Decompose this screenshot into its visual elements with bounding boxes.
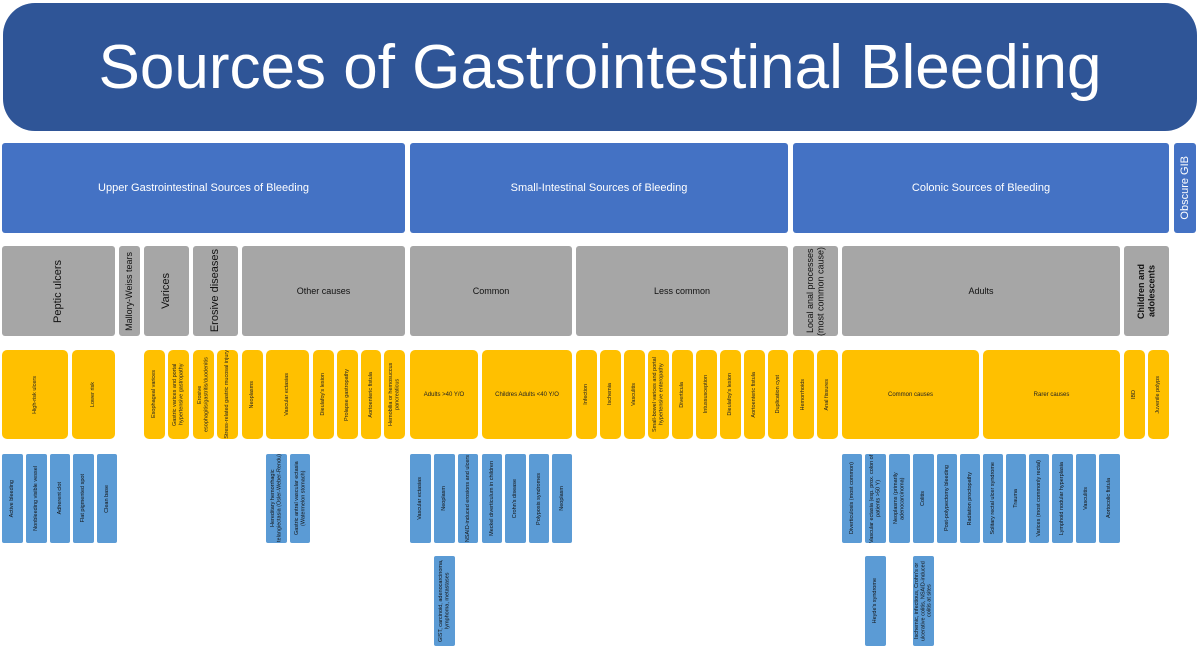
cat-esophageal-varices: Esophageal varices (144, 350, 165, 439)
group-other-causes: Other causes (242, 246, 405, 336)
item-nsaid-erosions: NSAID-induced erosions and ulcers (458, 454, 478, 543)
cat-small-bowel-varices: Small-bowel varices and portal hypertens… (648, 350, 669, 439)
cat-ischemia: Ischemia (600, 350, 621, 439)
item-adherent-clot: Adherent clot (50, 454, 70, 543)
cat-rarer-causes: Rarer causes (983, 350, 1120, 439)
item-polyposis-syndromes: Polyposis syndromes (529, 454, 549, 543)
item-heydes-syndrome: Heyde's syndrome (865, 556, 886, 646)
group-less-common: Less common (576, 246, 788, 336)
item-post-polypectomy: Post-polypectomy bleeding (937, 454, 957, 543)
group-common: Common (410, 246, 572, 336)
item-gist-carcinoid: GIST, carcinoid, adenocarcinoma, lymphom… (434, 556, 455, 646)
section-upper: Upper Gastrointestinal Sources of Bleedi… (2, 143, 405, 233)
cat-prolapse-gastropathy: Prolapse gastropathy (337, 350, 358, 439)
item-vascular-ectasia-colon: Vascular ectasia (esp. prox. colon of pa… (865, 454, 886, 543)
item-vascular-ectasias-small: Vascular ectasias (410, 454, 431, 543)
item-hht: Hereditary hemorrhagic telangiectasia (O… (266, 454, 287, 543)
item-diverticulosis: Diverticulosis (most common) (842, 454, 862, 543)
cat-aortoenteric-small: Aortoenteric fistula (744, 350, 765, 439)
item-solitary-rectal-ulcer: Solitary rectal ulcer syndrome (983, 454, 1003, 543)
group-adults: Adults (842, 246, 1120, 336)
item-nonbleeding-vessel: Nonbleeding visible vessel (26, 454, 47, 543)
cat-anal-fissures: Anal fissures (817, 350, 838, 439)
cat-stress-related: Stress-related gastric mucosal injury (217, 350, 238, 439)
group-mallory-weiss: Mallory-Weiss tears (119, 246, 140, 336)
cat-infection: Infection (576, 350, 597, 439)
item-active-bleeding: Active bleeding (2, 454, 23, 543)
item-varices-rectal: Varices (most commonly rectal) (1029, 454, 1049, 543)
item-gave: Gastric antral vascular ectasia (Waterme… (290, 454, 310, 543)
cat-hemorrhoids: Hemorrhoids (793, 350, 814, 439)
cat-gastric-varices: Gastric varices and portal hypertensive … (168, 350, 189, 439)
cat-aortoenteric-upper: Aortoenteric fistula (361, 350, 381, 439)
item-flat-pigmented-spot: Flat pigmented spot (73, 454, 94, 543)
section-colonic: Colonic Sources of Bleeding (793, 143, 1169, 233)
cat-adults-over-40: Adults >40 Y/O (410, 350, 478, 439)
item-vasculitis-colon: Vasculitis (1076, 454, 1096, 543)
cat-dieulafoy-small: Dieulafoy's lesion (720, 350, 741, 439)
cat-neoplasms: Neoplasms (242, 350, 263, 439)
group-peptic-ulcers: Peptic ulcers (2, 246, 115, 336)
group-children: Children and adolescents (1124, 246, 1169, 336)
cat-juvenile-polyps: Juvenile polyps (1148, 350, 1169, 439)
cat-diverticula: Diverticula (672, 350, 693, 439)
item-neoplasms-adenocarcinoma: Neoplasms (primarily adenocarcinoma) (889, 454, 910, 543)
group-varices: Varices (144, 246, 189, 336)
item-trauma: Trauma (1006, 454, 1026, 543)
group-erosive-diseases: Erosive diseases (193, 246, 238, 336)
item-colitis-types: Ischemic, infectious, Crohn's or ulcerat… (913, 556, 934, 646)
item-aortocolic-fistula: Aortocolic fistula (1099, 454, 1120, 543)
cat-children-adults-under-40: Childres Adults <40 Y/O (482, 350, 572, 439)
item-radiation-proctopathy: Radiation proctopathy (960, 454, 980, 543)
item-meckel-diverticulum: Meckel diverticulum in children (482, 454, 502, 543)
item-neoplasm-2: Neoplasm (552, 454, 572, 543)
cat-lower-risk: Lower risk (72, 350, 115, 439)
cat-vasculitis: Vasculitis (624, 350, 645, 439)
section-small-intestinal: Small-Intestinal Sources of Bleeding (410, 143, 788, 233)
cat-duplication-cyst: Duplication cyst (768, 350, 788, 439)
item-neoplasm: Neoplasm (434, 454, 455, 543)
cat-ibd: IBD (1124, 350, 1145, 439)
page-title: Sources of Gastrointestinal Bleeding (3, 3, 1197, 131)
cat-intussusception: Intussusception (696, 350, 717, 439)
group-local-anal: Local anal processes (most common cause) (793, 246, 838, 336)
cat-vascular-ectasias: Vascular ectasias (266, 350, 309, 439)
item-lymphoid-hyperplasia: Lymphoid nodular hyperplasia (1052, 454, 1073, 543)
cat-hemobilia: Hemobilia or hemosuccus pancreaticus (384, 350, 405, 439)
item-colitis: Colitis (913, 454, 934, 543)
cat-dieulafoy-upper: Dieulafoy's lesion (313, 350, 334, 439)
item-crohns-disease: Crohn's disease (505, 454, 526, 543)
cat-high-risk-ulcers: High-risk ulcers (2, 350, 68, 439)
cat-erosive-esophagitis: Erosive esophagitis/gastritis/duodenitis (193, 350, 214, 439)
cat-common-causes: Common causes (842, 350, 979, 439)
section-obscure: Obscure GIB (1174, 143, 1196, 233)
item-clean-base: Clean base (97, 454, 117, 543)
